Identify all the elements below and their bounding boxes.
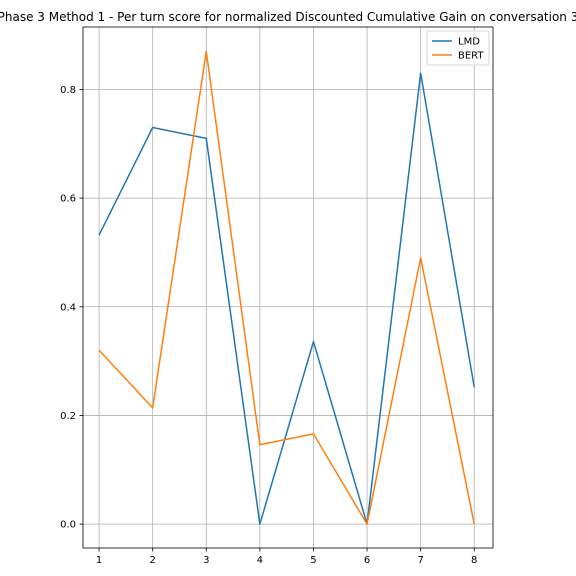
- x-tick-label: 7: [417, 555, 423, 566]
- chart-title: Phase 3 Method 1 - Per turn score for no…: [0, 10, 576, 24]
- x-tick-label: 4: [257, 555, 263, 566]
- legend-box: [426, 30, 490, 66]
- x-tick-label: 5: [310, 555, 316, 566]
- x-tick-label: 8: [471, 555, 477, 566]
- y-axis: 0.0 0.2 0.4 0.6 0.8: [60, 85, 83, 531]
- legend-label: BERT: [458, 51, 484, 62]
- y-tick-label: 0.0: [60, 520, 76, 531]
- legend-label: LMD: [458, 37, 480, 48]
- series-line-lmd: [98, 72, 475, 525]
- y-tick-label: 0.8: [60, 85, 76, 96]
- grid-lines: [83, 27, 493, 548]
- x-tick-label: 1: [96, 555, 102, 566]
- x-tick-label: 3: [203, 555, 209, 566]
- y-tick-label: 0.2: [60, 411, 76, 422]
- x-axis: 1 2 3 4 5 6 7 8: [96, 548, 477, 566]
- plot-frame: [82, 26, 494, 549]
- legend: LMD BERT: [426, 30, 490, 66]
- series-lines: [98, 50, 475, 525]
- x-tick-label: 2: [149, 555, 155, 566]
- x-tick-label: 6: [364, 555, 370, 566]
- y-tick-label: 0.6: [60, 194, 76, 205]
- series-line-bert: [98, 50, 475, 525]
- y-tick-label: 0.4: [60, 302, 76, 313]
